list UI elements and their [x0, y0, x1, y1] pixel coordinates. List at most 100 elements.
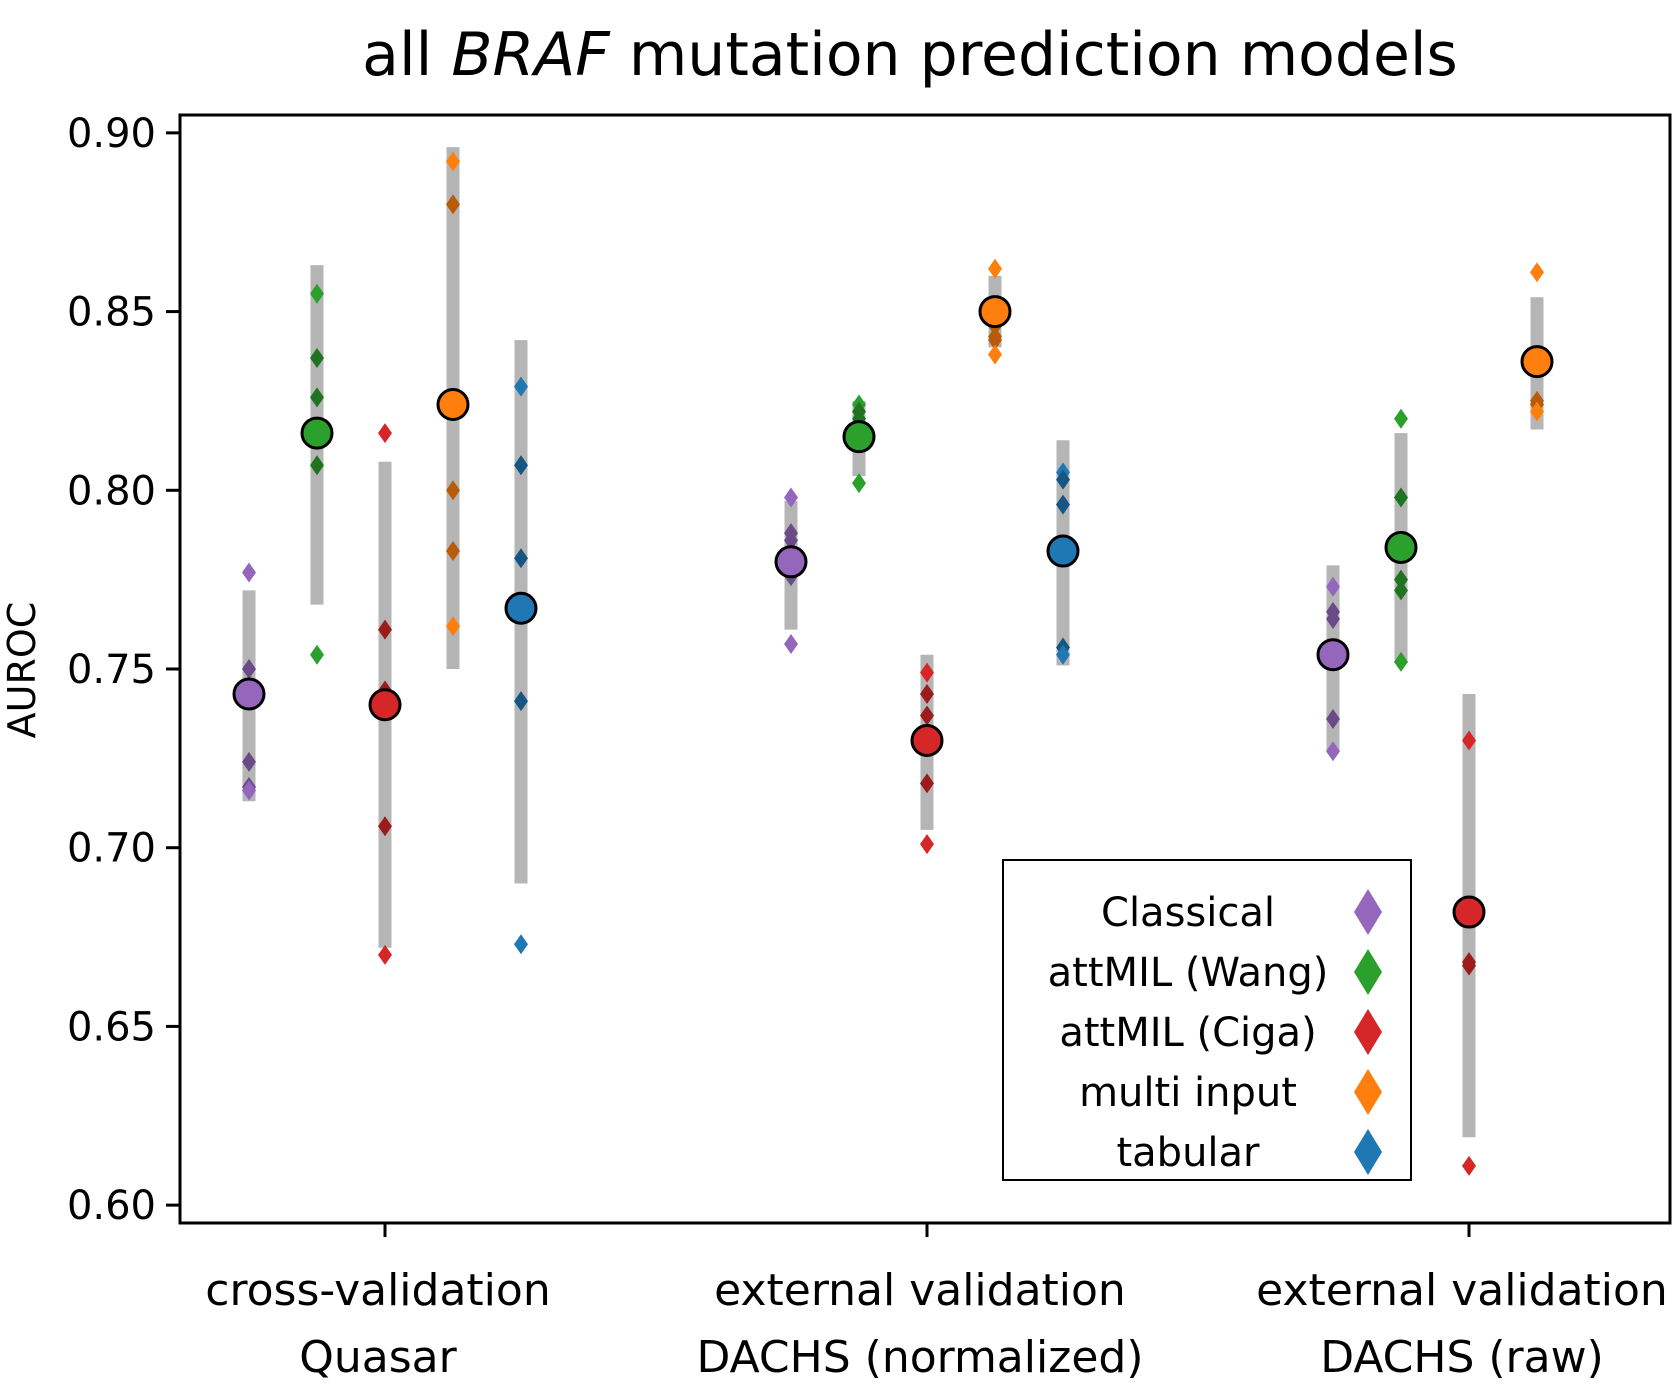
- run-point: [1394, 569, 1408, 590]
- mean-point: [1316, 638, 1350, 672]
- y-tick-label: 0.85: [67, 290, 156, 336]
- run-point: [514, 548, 528, 569]
- legend-marker: [1354, 949, 1382, 995]
- run-point: [784, 530, 798, 551]
- run-point: [310, 455, 324, 476]
- mean-point: [1046, 534, 1080, 568]
- run-point: [784, 487, 798, 508]
- run-point: [446, 194, 460, 215]
- legend-label: attMIL (Ciga): [1059, 1010, 1316, 1056]
- run-point: [988, 330, 1002, 351]
- run-point: [1530, 401, 1544, 422]
- y-tick-label: 0.60: [67, 1183, 156, 1229]
- run-point: [1462, 730, 1476, 751]
- run-point: [852, 473, 866, 494]
- mean-point: [504, 591, 538, 625]
- run-point: [1394, 408, 1408, 429]
- run-point: [310, 283, 324, 304]
- y-tick-label: 0.65: [67, 1004, 156, 1050]
- run-point: [920, 705, 934, 726]
- run-point: [1394, 487, 1408, 508]
- run-point: [378, 816, 392, 837]
- run-point: [1326, 608, 1340, 629]
- run-point: [446, 151, 460, 172]
- run-point: [310, 644, 324, 665]
- legend-box: [1002, 859, 1412, 1181]
- chart-title-italic: BRAF: [451, 20, 611, 90]
- x-tick-label-line1: external validation: [714, 1265, 1126, 1316]
- run-point: [514, 455, 528, 476]
- run-point: [920, 773, 934, 794]
- run-point: [242, 659, 256, 679]
- run-point: [242, 751, 256, 772]
- mean-point: [774, 545, 808, 579]
- run-point: [920, 834, 934, 855]
- legend-label: Classical: [1101, 890, 1275, 936]
- legend-marker: [1354, 1069, 1382, 1115]
- run-point: [1056, 494, 1070, 515]
- legend-label: multi input: [1079, 1070, 1297, 1116]
- x-ticks: cross-validation Quasar external validatio…: [205, 1223, 1668, 1383]
- mean-point: [368, 688, 402, 722]
- run-point: [1530, 262, 1544, 283]
- run-point: [1462, 1155, 1476, 1176]
- mean-point: [978, 295, 1012, 329]
- y-tick-label: 0.90: [67, 111, 156, 157]
- legend-label: tabular: [1116, 1130, 1260, 1176]
- chart-title-prefix: all: [362, 20, 451, 90]
- mean-point: [1452, 895, 1486, 929]
- run-point: [988, 344, 1002, 365]
- run-point: [920, 684, 934, 705]
- mean-point: [232, 677, 266, 711]
- y-ticks: 0.90 0.85 0.80 0.75 0.70 0.65 0.60: [67, 111, 180, 1229]
- run-point: [242, 562, 256, 583]
- mean-point: [842, 420, 876, 454]
- y-tick-label: 0.80: [67, 468, 156, 514]
- run-point: [378, 423, 392, 444]
- plot-frame: [178, 113, 1672, 1225]
- run-point: [1462, 955, 1476, 976]
- run-point: [378, 944, 392, 965]
- run-point: [1056, 469, 1070, 490]
- run-point: [310, 348, 324, 369]
- legend-marker: [1354, 1009, 1382, 1055]
- run-point: [1394, 651, 1408, 672]
- x-tick-label-line2: DACHS (normalized): [697, 1332, 1144, 1383]
- y-axis-label: AUROC: [0, 602, 44, 739]
- run-point: [920, 662, 934, 683]
- mean-point: [436, 388, 470, 422]
- mean-point: [910, 723, 944, 757]
- y-tick-label: 0.70: [67, 826, 156, 872]
- mean-point: [1520, 345, 1554, 379]
- legend: Classical attMIL (Wang) attMIL (Ciga) multi…: [1002, 859, 1412, 1181]
- x-tick-label-line2: DACHS (raw): [1320, 1332, 1604, 1383]
- run-point: [378, 619, 392, 640]
- run-point: [1056, 644, 1070, 665]
- chart-title: all BRAF mutation prediction models: [362, 20, 1458, 90]
- run-point: [446, 616, 460, 637]
- run-point: [1326, 741, 1340, 762]
- y-tick-label: 0.75: [67, 647, 156, 693]
- x-tick-label-line1: external validation: [1256, 1265, 1668, 1316]
- run-point: [1326, 709, 1340, 730]
- run-point: [988, 258, 1002, 279]
- run-point: [514, 934, 528, 955]
- run-point: [310, 387, 324, 408]
- mean-points: [232, 295, 1554, 929]
- run-point: [1326, 576, 1340, 597]
- run-point: [1394, 580, 1408, 601]
- run-point: [242, 780, 256, 801]
- x-tick-label-line2: Quasar: [299, 1332, 457, 1383]
- run-point: [514, 691, 528, 712]
- run-point: [784, 633, 798, 654]
- x-tick-label-line1: cross-validation: [205, 1265, 550, 1316]
- run-point: [446, 480, 460, 501]
- run-point: [446, 541, 460, 562]
- legend-label: attMIL (Wang): [1048, 950, 1329, 996]
- legend-marker: [1354, 1129, 1382, 1175]
- chart-title-suffix: mutation prediction models: [610, 20, 1458, 90]
- run-point: [514, 376, 528, 397]
- mean-point: [300, 416, 334, 450]
- mean-point: [1384, 530, 1418, 564]
